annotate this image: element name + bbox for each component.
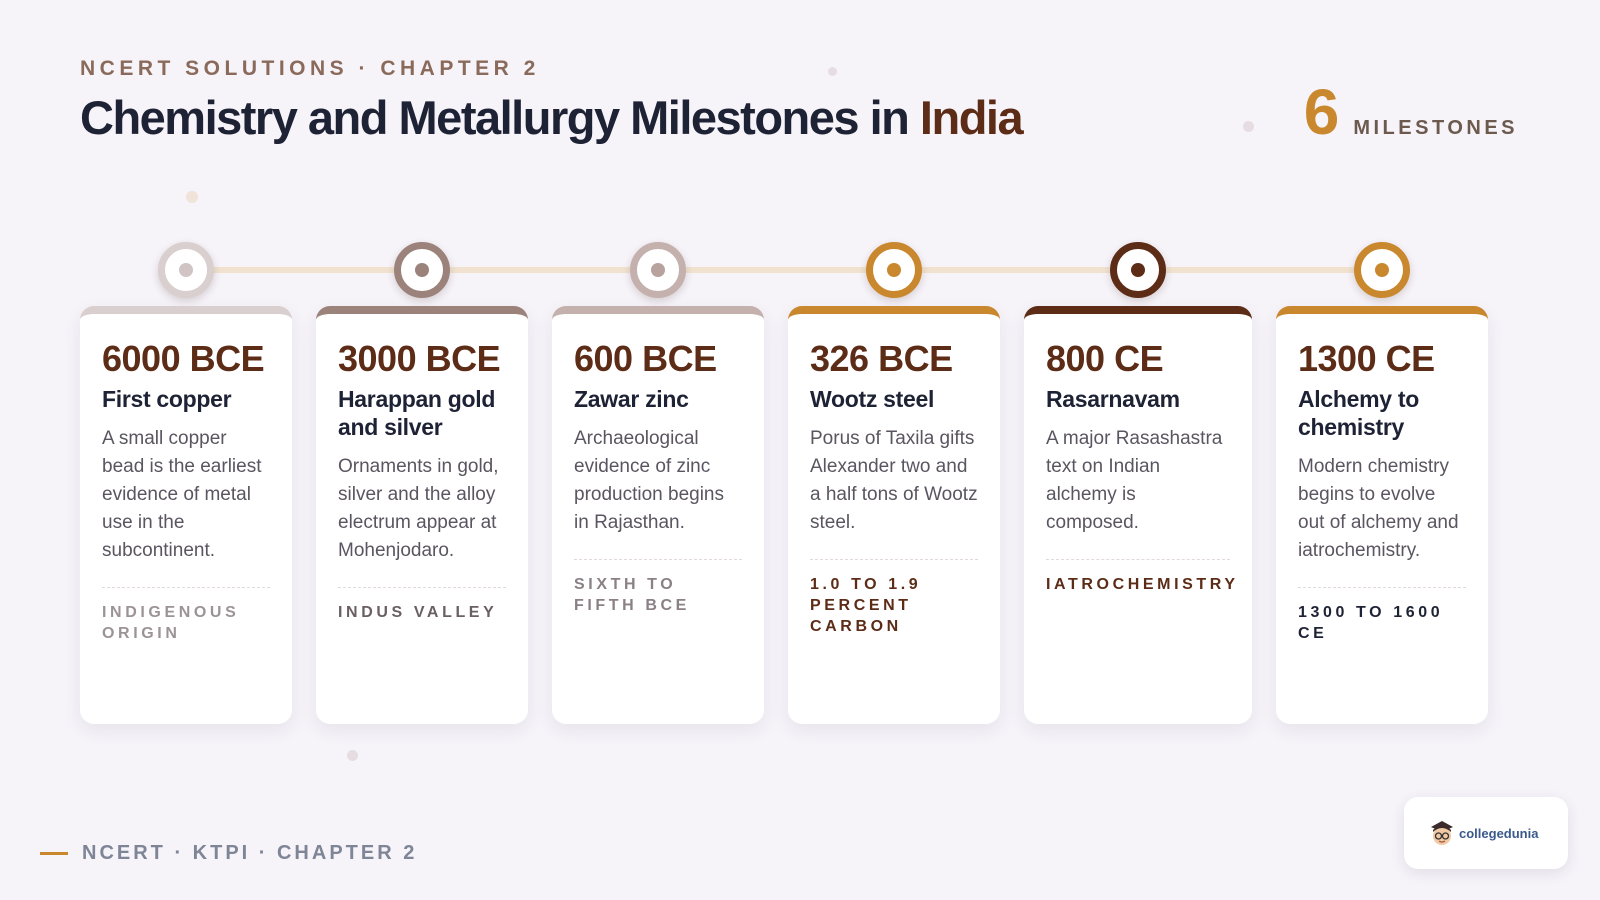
footer-text: NCERT · KTPI · CHAPTER 2 xyxy=(82,842,418,864)
milestone-description: A major Rasashastra text on Indian alche… xyxy=(1046,428,1223,533)
milestone-divider xyxy=(1046,559,1230,560)
decorative-dot xyxy=(186,191,198,203)
milestone-card: 600 BCE Zawar zinc Archaeological evidence… xyxy=(552,306,764,724)
milestone-name: Zawar zinc xyxy=(574,386,689,412)
milestone-tag: 1.0 TO 1.9 PERCENT CARBON xyxy=(810,576,922,635)
milestone-description: Ornaments in gold, silver and the alloy … xyxy=(338,456,499,561)
footer: NCERT · KTPI · CHAPTER 2 xyxy=(40,842,417,865)
milestone-date: 800 CE xyxy=(1046,338,1164,379)
timeline-node xyxy=(1354,242,1410,298)
milestone-name: First copper xyxy=(102,386,232,412)
milestone-divider xyxy=(810,559,978,560)
timeline-node xyxy=(630,242,686,298)
milestone-tag: INDUS VALLEY xyxy=(338,604,498,621)
timeline-node-core xyxy=(179,263,193,277)
milestone-description: Porus of Taxila gifts Alexander two and … xyxy=(810,428,978,533)
milestone-description: A small copper bead is the earliest evid… xyxy=(102,428,262,561)
footer-accent-bar xyxy=(40,852,68,855)
decorative-dot xyxy=(347,750,358,761)
milestone-date: 600 BCE xyxy=(574,338,717,379)
milestone-name: Alchemy to chemistry xyxy=(1298,386,1419,440)
page-title: Chemistry and Metallurgy Milestones in I… xyxy=(80,90,1024,145)
timeline-node xyxy=(394,242,450,298)
decorative-dot xyxy=(1243,121,1254,132)
milestone-name: Rasarnavam xyxy=(1046,386,1180,412)
milestone-divider xyxy=(102,587,270,588)
milestone-card: 3000 BCE Harappan gold and silver Ornament… xyxy=(316,306,528,724)
timeline-node-core xyxy=(1131,263,1145,277)
milestone-card: 6000 BCE First copper A small copper bead … xyxy=(80,306,292,724)
timeline-node-core xyxy=(1375,263,1389,277)
milestone-tag: SIXTH TO FIFTH BCE xyxy=(574,576,690,614)
timeline-node-core xyxy=(415,263,429,277)
eyebrow: NCERT SOLUTIONS · CHAPTER 2 xyxy=(80,57,540,80)
timeline-node xyxy=(158,242,214,298)
milestone-count-label: MILESTONES xyxy=(1353,117,1518,139)
student-face-icon xyxy=(1431,821,1453,845)
milestone-date: 326 BCE xyxy=(810,338,953,379)
milestone-description: Archaeological evidence of zinc producti… xyxy=(574,428,724,533)
milestone-tag: IATROCHEMISTRY xyxy=(1046,576,1239,593)
milestone-date: 1300 CE xyxy=(1298,338,1435,379)
milestone-date: 6000 BCE xyxy=(102,338,265,379)
milestone-name: Wootz steel xyxy=(810,386,935,412)
logo-text: collegedunia xyxy=(1459,825,1539,841)
milestone-tag: INDIGENOUS ORIGIN xyxy=(102,604,240,642)
milestone-card: 326 BCE Wootz steel Porus of Taxila gifts … xyxy=(788,306,1000,724)
milestone-divider xyxy=(574,559,742,560)
milestone-count: 6 MILESTONES xyxy=(1304,80,1518,144)
decorative-dot xyxy=(828,67,837,76)
timeline-node xyxy=(1110,242,1166,298)
title-main: Chemistry and Metallurgy Milestones in xyxy=(80,91,920,144)
timeline-node-core xyxy=(887,263,901,277)
collegedunia-logo: collegedunia xyxy=(1404,797,1568,869)
milestone-count-number: 6 xyxy=(1303,76,1340,148)
milestone-card: 800 CE Rasarnavam A major Rasashastra text… xyxy=(1024,306,1252,724)
title-accent: India xyxy=(919,91,1024,144)
milestone-tag: 1300 TO 1600 CE xyxy=(1298,604,1444,642)
milestone-divider xyxy=(1298,587,1466,588)
milestone-card: 1300 CE Alchemy to chemistry Modern chemis… xyxy=(1276,306,1488,724)
timeline-node xyxy=(866,242,922,298)
timeline-track xyxy=(190,267,1410,273)
milestone-divider xyxy=(338,587,506,588)
timeline-node-core xyxy=(651,263,665,277)
milestone-name: Harappan gold and silver xyxy=(338,386,496,440)
milestone-date: 3000 BCE xyxy=(338,338,501,379)
milestone-description: Modern chemistry begins to evolve out of… xyxy=(1298,456,1459,561)
